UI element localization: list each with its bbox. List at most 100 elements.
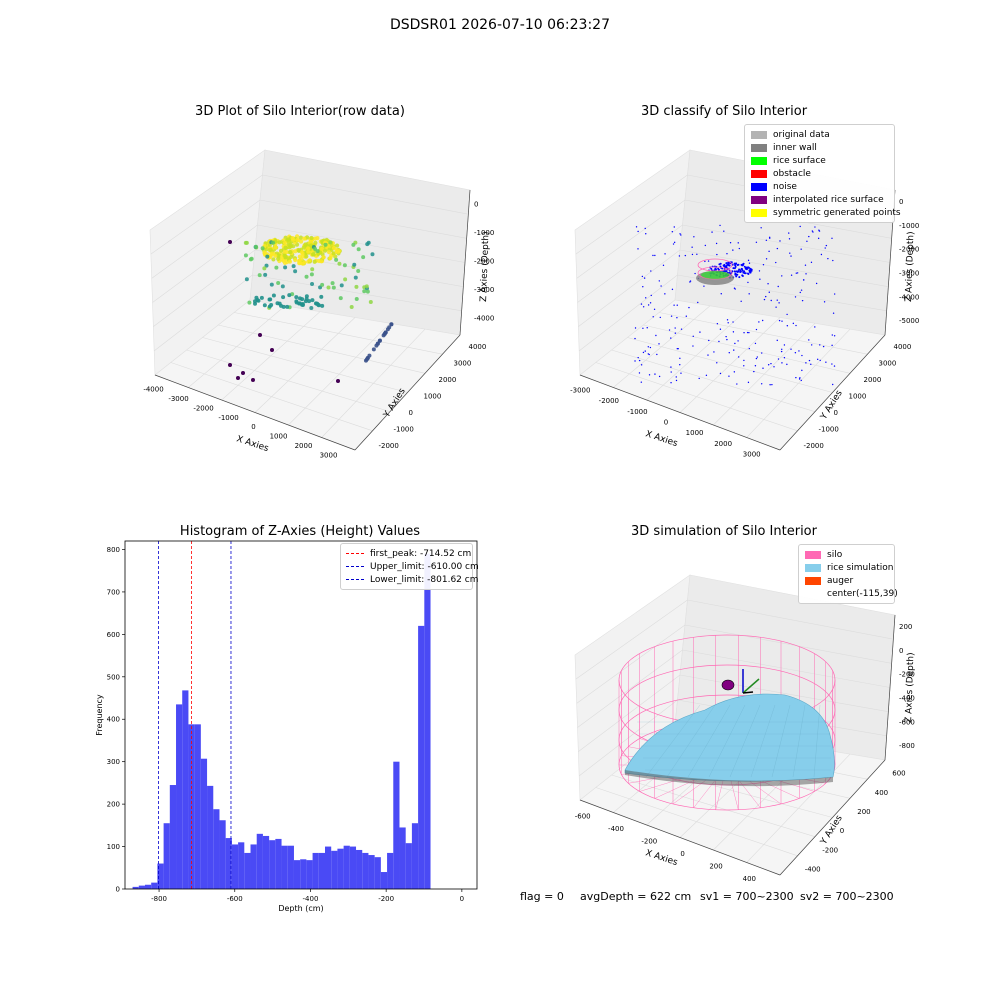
grid-line <box>682 224 891 263</box>
noise-point <box>781 362 783 364</box>
data-point <box>295 237 300 243</box>
data-point <box>371 347 376 352</box>
data-point <box>293 249 298 254</box>
histogram-bar <box>411 823 419 889</box>
data-point <box>262 266 267 271</box>
noise-point <box>679 357 681 360</box>
noise-point <box>747 259 750 262</box>
noise-point <box>696 253 698 255</box>
histogram-legend: first_peak: -714.52 cm Upper_limit: -610… <box>340 543 479 590</box>
noise-point <box>733 267 736 270</box>
data-point <box>300 251 305 256</box>
noise-point <box>692 335 694 337</box>
data-point <box>315 249 320 254</box>
histogram-bar <box>200 758 208 889</box>
noise-point <box>740 300 742 302</box>
x-tick-label: -2000 <box>193 404 213 412</box>
noise-point <box>771 383 773 386</box>
noise-point <box>708 339 710 342</box>
histogram-bar <box>380 872 388 889</box>
grid-line <box>262 174 469 215</box>
noise-point <box>760 383 763 385</box>
histogram-bar <box>194 724 201 889</box>
avg-depth-status: avgDepth = 622 cm <box>580 890 692 903</box>
noise-point <box>658 375 661 378</box>
rice-surface-shape <box>701 271 729 279</box>
noise-point <box>676 317 678 319</box>
noise-point <box>832 312 835 314</box>
noise-point <box>707 260 710 262</box>
noise-point <box>660 285 662 287</box>
histogram-bar <box>219 820 226 889</box>
data-point <box>304 274 309 279</box>
y-tick-label: 100 <box>107 843 120 851</box>
noise-point <box>664 253 666 255</box>
legend-item-rice-simulation: rice simulation <box>805 561 893 574</box>
noise-point <box>643 277 646 279</box>
histogram-bar <box>356 849 363 889</box>
data-point <box>289 254 294 259</box>
histogram-bar <box>244 852 251 889</box>
noise-point <box>642 286 644 288</box>
rice-mesh-line <box>666 704 716 778</box>
x-tick-label: 0 <box>251 423 255 431</box>
y-tick-label: -200 <box>822 846 838 854</box>
data-point <box>326 285 331 290</box>
flag-status: flag = 0 <box>520 890 564 903</box>
data-point <box>271 240 276 245</box>
noise-point <box>768 236 771 238</box>
noise-point <box>743 365 745 367</box>
noise-point <box>769 384 771 386</box>
grid-line <box>151 199 261 279</box>
noise-point <box>726 263 729 266</box>
grid-line <box>575 599 688 680</box>
noise-point <box>770 362 772 365</box>
noise-point <box>801 369 803 372</box>
grid-line <box>576 199 686 279</box>
histogram-bar <box>151 882 158 889</box>
noise-point <box>758 270 761 272</box>
sv1-status: sv1 = 700~2300 <box>700 890 794 903</box>
panel2-title: 3D classify of Silo Interior <box>640 104 808 119</box>
rice-mesh-line <box>813 704 821 778</box>
data-point <box>276 256 281 261</box>
data-point <box>319 259 324 264</box>
data-point <box>270 348 274 352</box>
noise-point <box>679 233 681 235</box>
data-point <box>328 240 333 245</box>
grid-line <box>577 224 683 303</box>
histogram-bar <box>138 885 145 889</box>
noise-point <box>833 293 836 295</box>
data-point <box>309 235 314 241</box>
noise-point <box>739 269 742 272</box>
noise-point <box>673 241 676 244</box>
noise-point <box>786 363 788 366</box>
x-tick-label: 2000 <box>295 442 313 450</box>
data-point <box>258 333 262 337</box>
data-point <box>293 269 298 274</box>
panel1-x-label: X Axies <box>235 434 270 454</box>
x-tick-label: -800 <box>151 895 167 903</box>
noise-point <box>674 332 677 334</box>
data-point <box>241 371 245 375</box>
histogram-bar <box>349 846 357 889</box>
y-axis-line <box>354 334 461 451</box>
noise-point <box>647 353 650 355</box>
noise-point <box>749 268 752 271</box>
data-point <box>277 240 282 245</box>
data-point <box>291 244 296 249</box>
y-axis-line <box>779 759 886 876</box>
panel4-title: 3D simulation of Silo Interior <box>631 524 817 539</box>
noise-point <box>654 373 656 375</box>
rice-mesh-line <box>729 704 761 778</box>
grid-line <box>578 249 681 327</box>
noise-point <box>662 264 665 267</box>
x-tick-label: -1000 <box>218 414 238 422</box>
noise-point <box>705 374 708 377</box>
z-tick-label: -5000 <box>899 317 919 325</box>
z-tick-label: -4000 <box>474 315 494 323</box>
histogram-bar <box>343 845 350 889</box>
noise-point <box>707 354 709 356</box>
noise-point <box>814 226 816 228</box>
grid-line <box>234 312 443 355</box>
